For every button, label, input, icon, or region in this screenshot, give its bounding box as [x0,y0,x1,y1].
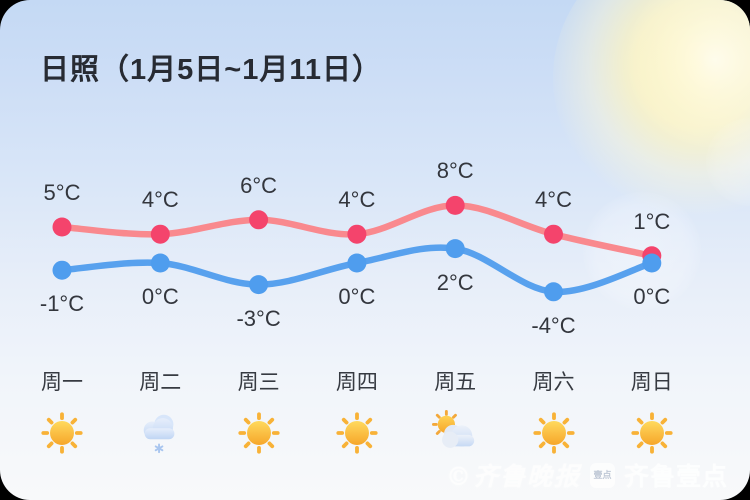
high-temp-label: 4°C [535,187,572,213]
low-temp-label: 0°C [338,284,376,309]
low-temp-point [544,282,563,302]
weather-icon-light-snow [137,408,183,458]
high-temp-label: 5°C [43,180,81,205]
page-title: 日照（1月5日~1月11日） [40,54,382,86]
low-temp-point [52,260,72,280]
low-temp-point [642,253,662,273]
low-temp-label: 0°C [633,284,671,309]
day-label: 周日 [630,371,673,394]
high-temp-label: 4°C [141,187,179,213]
low-temp-label: -1°C [39,291,85,317]
low-temp-point [150,253,170,273]
low-temp-label: 0°C [141,284,179,309]
low-temp-label: -3°C [236,305,281,331]
high-temp-point [249,210,269,230]
day-label: 周二 [139,371,182,394]
day-label: 周一 [41,371,83,394]
high-temp-label: 4°C [338,187,376,213]
day-label: 周六 [532,371,575,394]
high-temp-point [52,217,72,237]
low-temp-point [347,253,367,273]
high-temp-label: 6°C [240,172,278,198]
weather-icon-sunny [629,410,675,456]
weather-icon-partly-cloudy [430,410,480,456]
weather-icon-sunny [39,410,85,456]
high-temp-point [347,224,367,244]
high-temp-label: 1°C [633,208,671,234]
day-label: 周四 [335,371,378,394]
low-temp-label: 2°C [436,269,474,295]
low-temp-label: -4°C [531,312,576,338]
high-temp-point [150,224,170,244]
weather-icon-sunny [531,410,577,456]
high-temp-point [445,195,465,215]
weather-icon-sunny [334,410,380,456]
day-label: 周三 [237,371,280,394]
low-temp-point [445,239,465,259]
high-temp-label: 8°C [436,158,474,184]
weather-icon-sunny [236,410,282,456]
day-label: 周五 [434,371,477,394]
low-temp-point [249,275,269,295]
high-temp-point [544,224,563,244]
